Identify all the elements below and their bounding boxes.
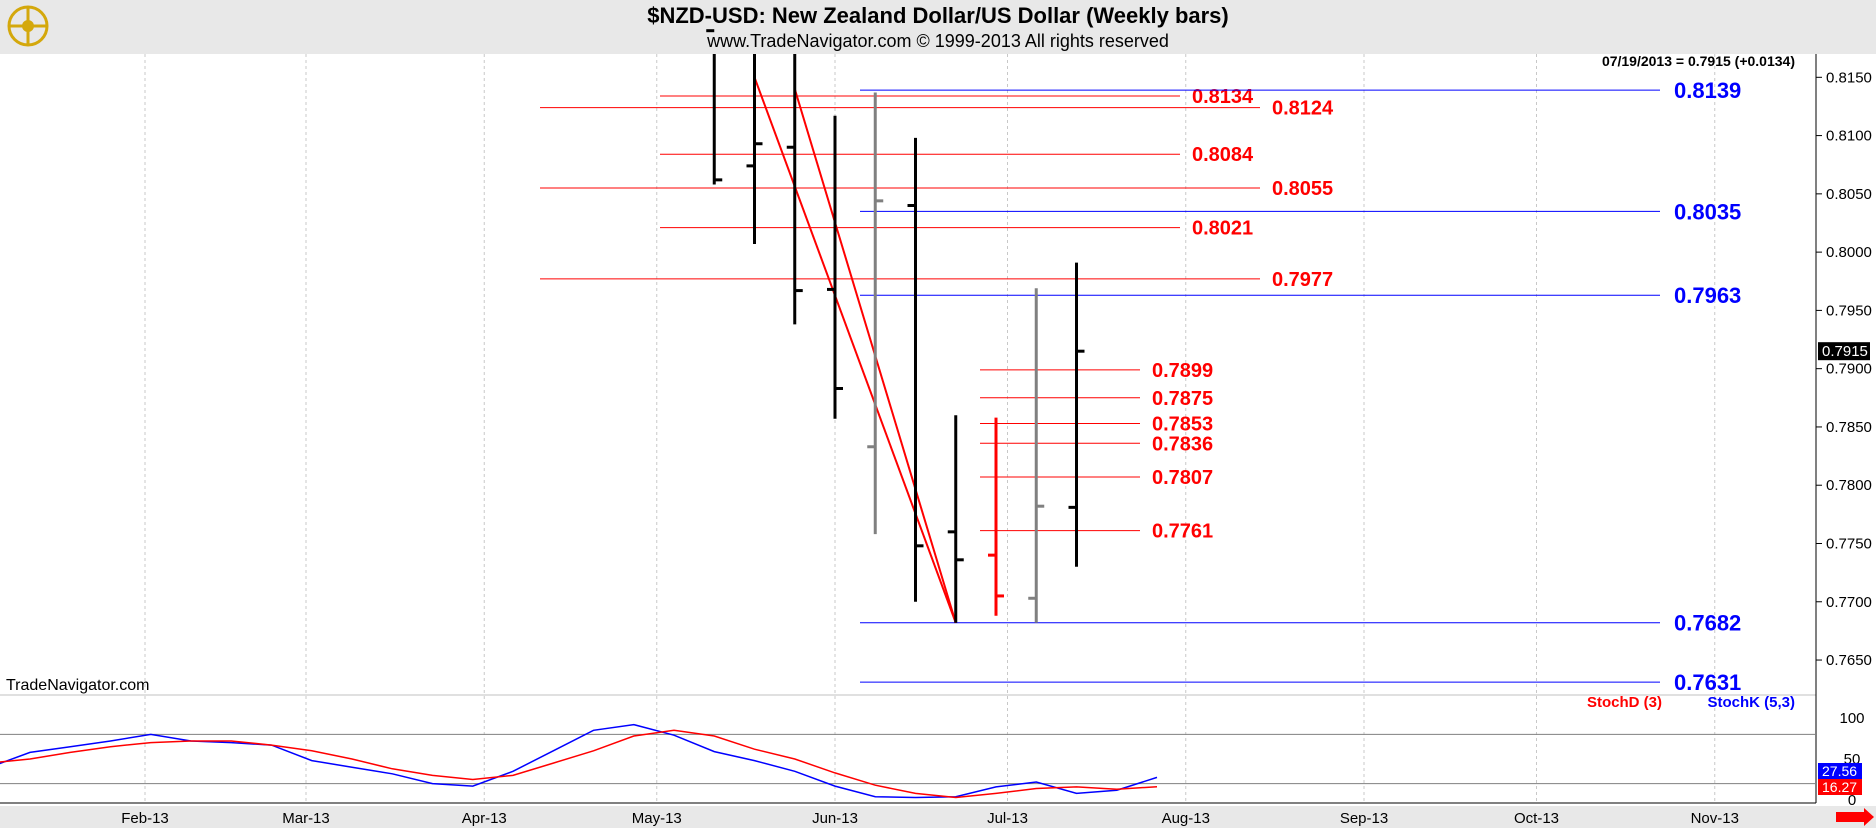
x-tick-label: May-13 [632,810,682,827]
last-price-marker [1818,342,1870,361]
fib-level-red-label: 0.7853 [1152,413,1213,435]
fib-level-red-label: 0.8021 [1192,218,1253,240]
stoch-d-value: 16.27 [1822,779,1857,795]
stoch-y-tick-label: 0 [1848,792,1856,809]
fib-level-red-label: 0.7977 [1272,269,1333,291]
y-tick-label: 0.7750 [1826,535,1872,552]
fib-level-red-label: 0.8055 [1272,178,1333,200]
x-tick-label: Apr-13 [462,810,507,827]
y-tick-label: 0.7850 [1826,419,1872,436]
y-tick-label: 0.7950 [1826,302,1872,319]
fib-level-red-label: 0.7899 [1152,360,1213,382]
fib-level-red-label: 0.7836 [1152,433,1213,455]
fib-level-blue-label: 0.8035 [1674,199,1741,224]
fib-level-blue-label: 0.7631 [1674,670,1741,695]
y-tick-label: 0.7900 [1826,361,1872,378]
stoch-k-badge [1818,763,1862,779]
fib-level-red-label: 0.7761 [1152,521,1213,543]
trade-navigator-logo-icon [7,5,49,47]
y-tick-label: 0.8000 [1826,244,1872,261]
trend-line [753,76,957,624]
fib-level-blue-label: 0.7963 [1674,283,1741,308]
y-tick-label: 0.7700 [1826,594,1872,611]
y-tick-label: 0.8100 [1826,128,1872,145]
fib-level-blue-label: 0.7682 [1674,611,1741,636]
x-tick-label: Jun-13 [812,810,858,827]
x-tick-label: Aug-13 [1162,810,1210,827]
y-tick-label: 0.8050 [1826,186,1872,203]
stoch-series-line [0,723,1158,799]
x-tick-label: Mar-13 [282,810,330,827]
y-tick-label: 0.7650 [1826,652,1872,669]
last-quote-label: 07/19/2013 = 0.7915 (+0.0134) [1602,53,1795,69]
stoch-y-tick-label: 100 [1839,710,1864,727]
x-tick-label: Nov-13 [1691,810,1739,827]
fib-level-red-label: 0.7875 [1152,388,1213,410]
chart-subtitle: www.TradeNavigator.com © 1999-2013 All r… [707,31,1169,51]
fib-level-red-label: 0.8084 [1192,144,1254,166]
stoch-legend-d: StochD (3) [1587,694,1662,711]
fib-level-blue-label: 0.8139 [1674,78,1741,103]
watermark-text: TradeNavigator.com [6,677,149,694]
chart-title: $NZD-USD: New Zealand Dollar/US Dollar (… [647,3,1229,28]
y-tick-label: 0.8150 [1826,69,1872,86]
scroll-right-arrow-icon [1836,808,1874,826]
stoch-d-badge [1818,779,1862,795]
y-tick-label: 0.7800 [1826,477,1872,494]
x-axis-band [0,806,1876,828]
stoch-series-line [0,729,1158,799]
header-bar [0,0,1876,54]
x-tick-label: Jul-13 [987,810,1028,827]
fib-level-red-label: 0.8134 [1192,86,1254,108]
stoch-k-value: 27.56 [1822,763,1857,779]
last-price-label: 0.7915 [1822,343,1868,360]
fib-level-red-label: 0.8124 [1272,98,1334,120]
fib-level-red-label: 0.7807 [1152,467,1213,489]
x-tick-label: Feb-13 [121,810,169,827]
x-tick-label: Sep-13 [1340,810,1388,827]
x-tick-label: Oct-13 [1514,810,1559,827]
stoch-legend-k: StochK (5,3) [1707,694,1795,711]
